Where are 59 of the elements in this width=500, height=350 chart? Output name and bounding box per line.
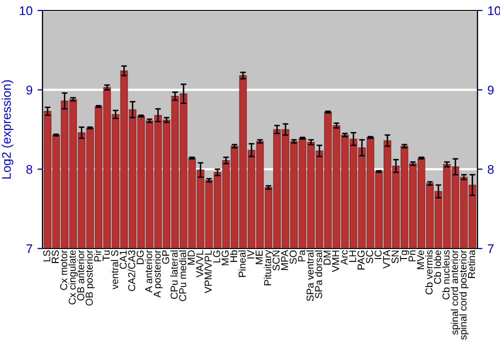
x-tick-label: spinal cord anterior	[450, 250, 460, 335]
x-tick-label: LH	[349, 250, 356, 262]
x-tick-label: Tg	[400, 250, 410, 262]
x-tick-label: Pn	[408, 250, 416, 262]
y-tick-label: 10	[20, 6, 32, 16]
y2-tick-label: 7	[488, 244, 494, 254]
x-tick-label: MD	[188, 250, 195, 265]
x-tick-label: MVe	[417, 250, 424, 270]
x-tick-label: VMH	[332, 250, 340, 272]
x-tick-label: SPa dorsal	[314, 250, 322, 298]
x-tick-label: IC	[374, 250, 382, 259]
y-tick-label: 7	[26, 244, 32, 254]
x-tick-label: SC	[366, 250, 374, 264]
x-tick-label: IV	[247, 250, 254, 258]
x-tick-label: VA/VL	[196, 250, 204, 278]
x-tick-label: CPu medial	[178, 250, 186, 302]
x-tick-label: Arc	[340, 250, 348, 265]
y-tick-label: 9	[26, 86, 32, 94]
x-tick-label: ventral S	[110, 250, 118, 290]
x-tick-label: CA1	[120, 250, 127, 269]
x-tick-label: OB posterior	[85, 250, 95, 306]
x-tick-label: GP	[162, 250, 170, 264]
x-tick-label: A anterior	[144, 250, 152, 293]
y2-tick-label: 8	[488, 164, 494, 174]
x-tick-label: CA2/CA3	[128, 250, 136, 292]
y-tick-label: 8	[26, 164, 32, 174]
y2-tick-label: 9	[488, 86, 494, 94]
x-tick-label: VPM/VPL	[204, 250, 212, 294]
x-tick-label: Cb vermis	[425, 250, 433, 294]
y-axis-title: Log2 (expression)	[2, 80, 14, 178]
x-tick-label: A posterior	[153, 250, 163, 298]
x-tick-label: SPa ventral	[306, 250, 314, 302]
x-tick-label: Retina	[468, 250, 476, 278]
x-tick-label: Hb	[230, 250, 238, 262]
x-tick-label: Cx cingulate	[68, 250, 78, 304]
x-tick-label: OB anterior	[76, 250, 84, 301]
x-tick-label: Pa	[298, 250, 306, 262]
x-tick-label: Tu	[102, 250, 110, 261]
x-tick-label: Cb lobe	[434, 250, 442, 284]
x-tick-label: Cb nucleus	[442, 250, 450, 300]
x-tick-label: spinal cord posterior	[459, 250, 469, 340]
x-tick-label: LG	[213, 250, 220, 262]
x-tick-label: MPA	[281, 250, 288, 270]
x-tick-label: MG	[222, 250, 229, 266]
x-tick-label: DG	[136, 250, 144, 264]
x-tick-label: DM	[324, 250, 331, 265]
x-tick-label: VTA	[383, 250, 390, 269]
x-tick-label: Cx motor	[60, 250, 68, 290]
x-tick-label: ME	[256, 250, 263, 264]
x-tick-label: Pir	[94, 250, 102, 262]
x-tick-label: RS	[52, 250, 59, 263]
x-tick-label: PAG	[358, 250, 365, 270]
x-tick-label: LS	[43, 250, 50, 262]
x-tick-label: SO	[290, 250, 297, 264]
x-tick-label: Pituitary	[264, 250, 274, 286]
x-tick-label: CPu lateral	[170, 250, 178, 299]
x-tick-label: SCN	[272, 250, 280, 271]
x-tick-label: SN	[392, 250, 399, 264]
x-tick-label: Pineal	[238, 250, 246, 277]
